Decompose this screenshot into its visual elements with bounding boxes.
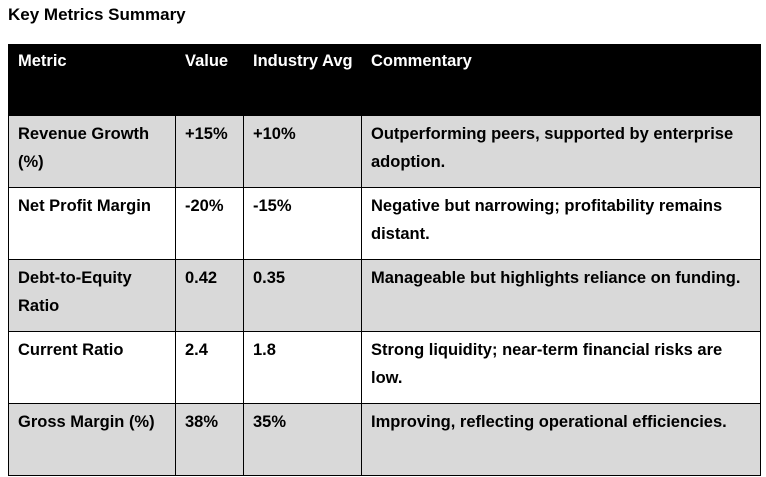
value-cell: 0.42	[175, 259, 244, 332]
commentary-cell: Manageable but highlights reliance on fu…	[361, 259, 761, 332]
commentary-cell: Negative but narrowing; profitability re…	[361, 187, 761, 260]
metric-cell: Current Ratio	[8, 331, 176, 404]
table-row: Revenue Growth (%) +15% +10% Outperformi…	[8, 115, 761, 188]
table-row: Net Profit Margin -20% -15% Negative but…	[8, 187, 761, 260]
metric-cell: Revenue Growth (%)	[8, 115, 176, 188]
metric-cell: Debt-to-Equity Ratio	[8, 259, 176, 332]
value-cell: -20%	[175, 187, 244, 260]
metric-cell: Gross Margin (%)	[8, 403, 176, 476]
table-body: Revenue Growth (%) +15% +10% Outperformi…	[8, 115, 761, 476]
table-row: Debt-to-Equity Ratio 0.42 0.35 Manageabl…	[8, 259, 761, 332]
table-header: Metric Value Industry Avg Commentary	[8, 44, 761, 116]
column-header-commentary: Commentary	[361, 44, 761, 116]
value-cell: 38%	[175, 403, 244, 476]
key-metrics-table: Metric Value Industry Avg Commentary Rev…	[8, 44, 761, 476]
industry-avg-cell: -15%	[243, 187, 362, 260]
value-cell: +15%	[175, 115, 244, 188]
industry-avg-cell: 1.8	[243, 331, 362, 404]
commentary-cell: Strong liquidity; near-term financial ri…	[361, 331, 761, 404]
column-header-industry-avg: Industry Avg	[243, 44, 362, 116]
value-cell: 2.4	[175, 331, 244, 404]
metric-cell: Net Profit Margin	[8, 187, 176, 260]
commentary-cell: Improving, reflecting operational effici…	[361, 403, 761, 476]
table-row: Current Ratio 2.4 1.8 Strong liquidity; …	[8, 331, 761, 404]
industry-avg-cell: 35%	[243, 403, 362, 476]
column-header-value: Value	[175, 44, 244, 116]
industry-avg-cell: +10%	[243, 115, 362, 188]
document-title: Key Metrics Summary	[8, 5, 186, 24]
industry-avg-cell: 0.35	[243, 259, 362, 332]
header-row: Metric Value Industry Avg Commentary	[8, 44, 761, 116]
column-header-metric: Metric	[8, 44, 176, 116]
commentary-cell: Outperforming peers, supported by enterp…	[361, 115, 761, 188]
table-row: Gross Margin (%) 38% 35% Improving, refl…	[8, 403, 761, 476]
